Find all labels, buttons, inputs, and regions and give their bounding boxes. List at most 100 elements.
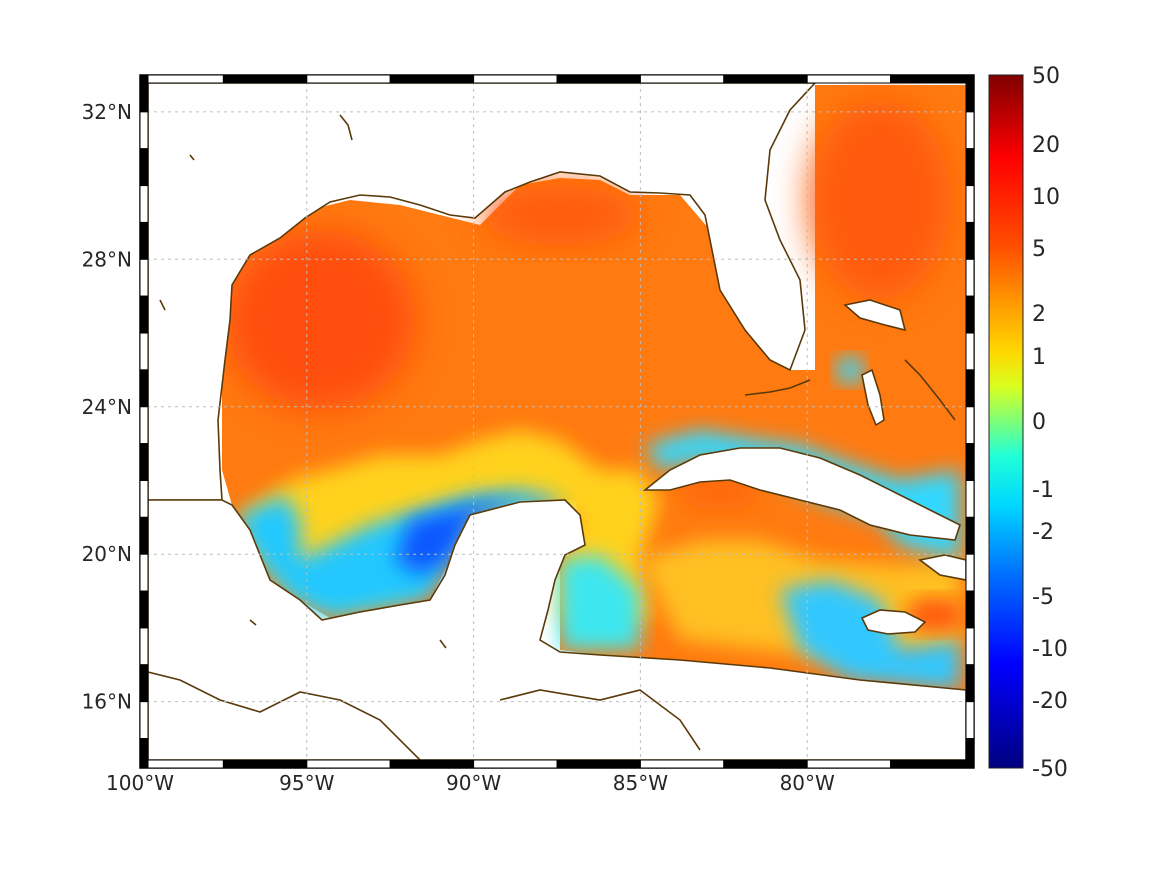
colorbar-tick-10: -10 [1032,637,1068,662]
frame-left-seg [139,148,149,187]
frame-right-seg [965,738,975,769]
lon-label-4: 80°W [780,771,835,795]
colorbar-tick-4: 2 [1032,302,1046,327]
land-bahamas-andros [861,368,885,427]
land-florida-keys [744,379,811,396]
frame-right-seg [965,627,975,666]
frame-left-seg [139,369,149,408]
land-cuba [642,447,961,541]
frame-right-seg [965,590,975,629]
frame-right-seg [965,332,975,371]
frame-right-seg [965,553,975,592]
colorbar-gradient [988,74,1024,769]
colorbar-tick-6: 0 [1032,410,1046,435]
frame-right-seg [965,185,975,223]
colorbar-tick-9: -5 [1032,585,1054,610]
lat-label-1: 28°N [82,247,132,271]
frame-bottom-seg [389,759,475,769]
frame-top-seg [890,74,975,84]
field-cold-south [780,580,960,690]
lon-label-3: 85°W [613,771,668,795]
colorbar-tick-11: -20 [1032,689,1068,714]
frame-left-seg [139,738,149,769]
lon-tick-labels: 100°W 95°W 90°W 85°W 80°W [106,771,835,795]
field-warm-west [225,230,415,410]
frame-bottom-seg [556,759,641,769]
frame-left-seg [139,111,149,150]
land-us-gulf [148,83,817,501]
frame-bottom-seg [139,759,224,769]
frame-top-seg [639,74,725,84]
frame-right-seg [965,148,975,187]
lat-label-0: 32°N [82,100,132,124]
frame-top-seg [306,74,391,84]
lat-label-3: 20°N [82,542,132,566]
frame-left-seg [139,295,149,334]
frame-top-seg [473,74,558,84]
frame-left-seg [139,701,149,740]
frame-right-seg [965,111,975,150]
frame-bottom-seg [639,759,725,769]
frame-right-seg [965,443,975,481]
frame-left-seg [139,185,149,223]
anomaly-field [222,85,966,690]
frame-right-seg [965,479,975,518]
frame-right-seg [965,295,975,334]
field-warm-atlantic [810,100,950,300]
lat-tick-labels: 32°N 28°N 24°N 20°N 16°N [82,100,132,714]
frame-right-seg [965,664,975,703]
frame-right-seg [965,369,975,408]
frame-left-seg [139,221,149,260]
colorbar-tick-12: -50 [1032,757,1068,782]
map-frame [139,74,975,769]
frame-bottom-seg [723,759,808,769]
frame-left-seg [139,553,149,592]
frame-top-seg [723,74,808,84]
frame-right-seg [965,701,975,740]
frame-left-seg [139,479,149,518]
field-cold-caribbean [560,555,640,650]
frame-top-seg [806,74,892,84]
land-hispaniola [918,554,966,581]
frame-right-seg [965,74,975,113]
frame-right-seg [965,221,975,260]
frame-left-seg [139,258,149,297]
frame-right-seg [965,406,975,445]
field-cold-bahamas [836,356,864,384]
frame-bottom-seg [222,759,308,769]
lat-label-4: 16°N [82,690,132,714]
lon-label-2: 90°W [446,771,501,795]
frame-left-seg [139,627,149,666]
frame-left-seg [139,332,149,371]
land-jamaica [860,609,927,635]
colorbar-tick-2: 10 [1032,185,1060,210]
frame-bottom-seg [806,759,892,769]
colorbar-tick-3: 5 [1032,237,1046,262]
frame-left-seg [139,443,149,481]
frame-top-seg [222,74,308,84]
grid-lines [140,75,974,768]
frame-left-seg [139,74,149,113]
frame-bottom-seg [306,759,391,769]
frame-left-seg [139,664,149,703]
lat-label-2: 24°N [82,395,132,419]
frame-top-seg [389,74,475,84]
colorbar-tick-8: -2 [1032,520,1054,545]
frame-left-seg [139,516,149,555]
colorbar-tick-1: 20 [1032,133,1060,158]
frame-top-seg [556,74,641,84]
land-bahamas-eleuthera [904,359,956,421]
land-islets [159,114,447,649]
land-mexico [148,499,966,760]
frame-bottom-seg [890,759,975,769]
frame-left-seg [139,406,149,445]
frame-top-seg [139,74,224,84]
frame-right-seg [965,258,975,297]
field-colder-campeche [395,498,520,575]
frame-right-seg [965,516,975,555]
lon-label-0: 100°W [106,771,174,795]
frame-bottom-seg [473,759,558,769]
